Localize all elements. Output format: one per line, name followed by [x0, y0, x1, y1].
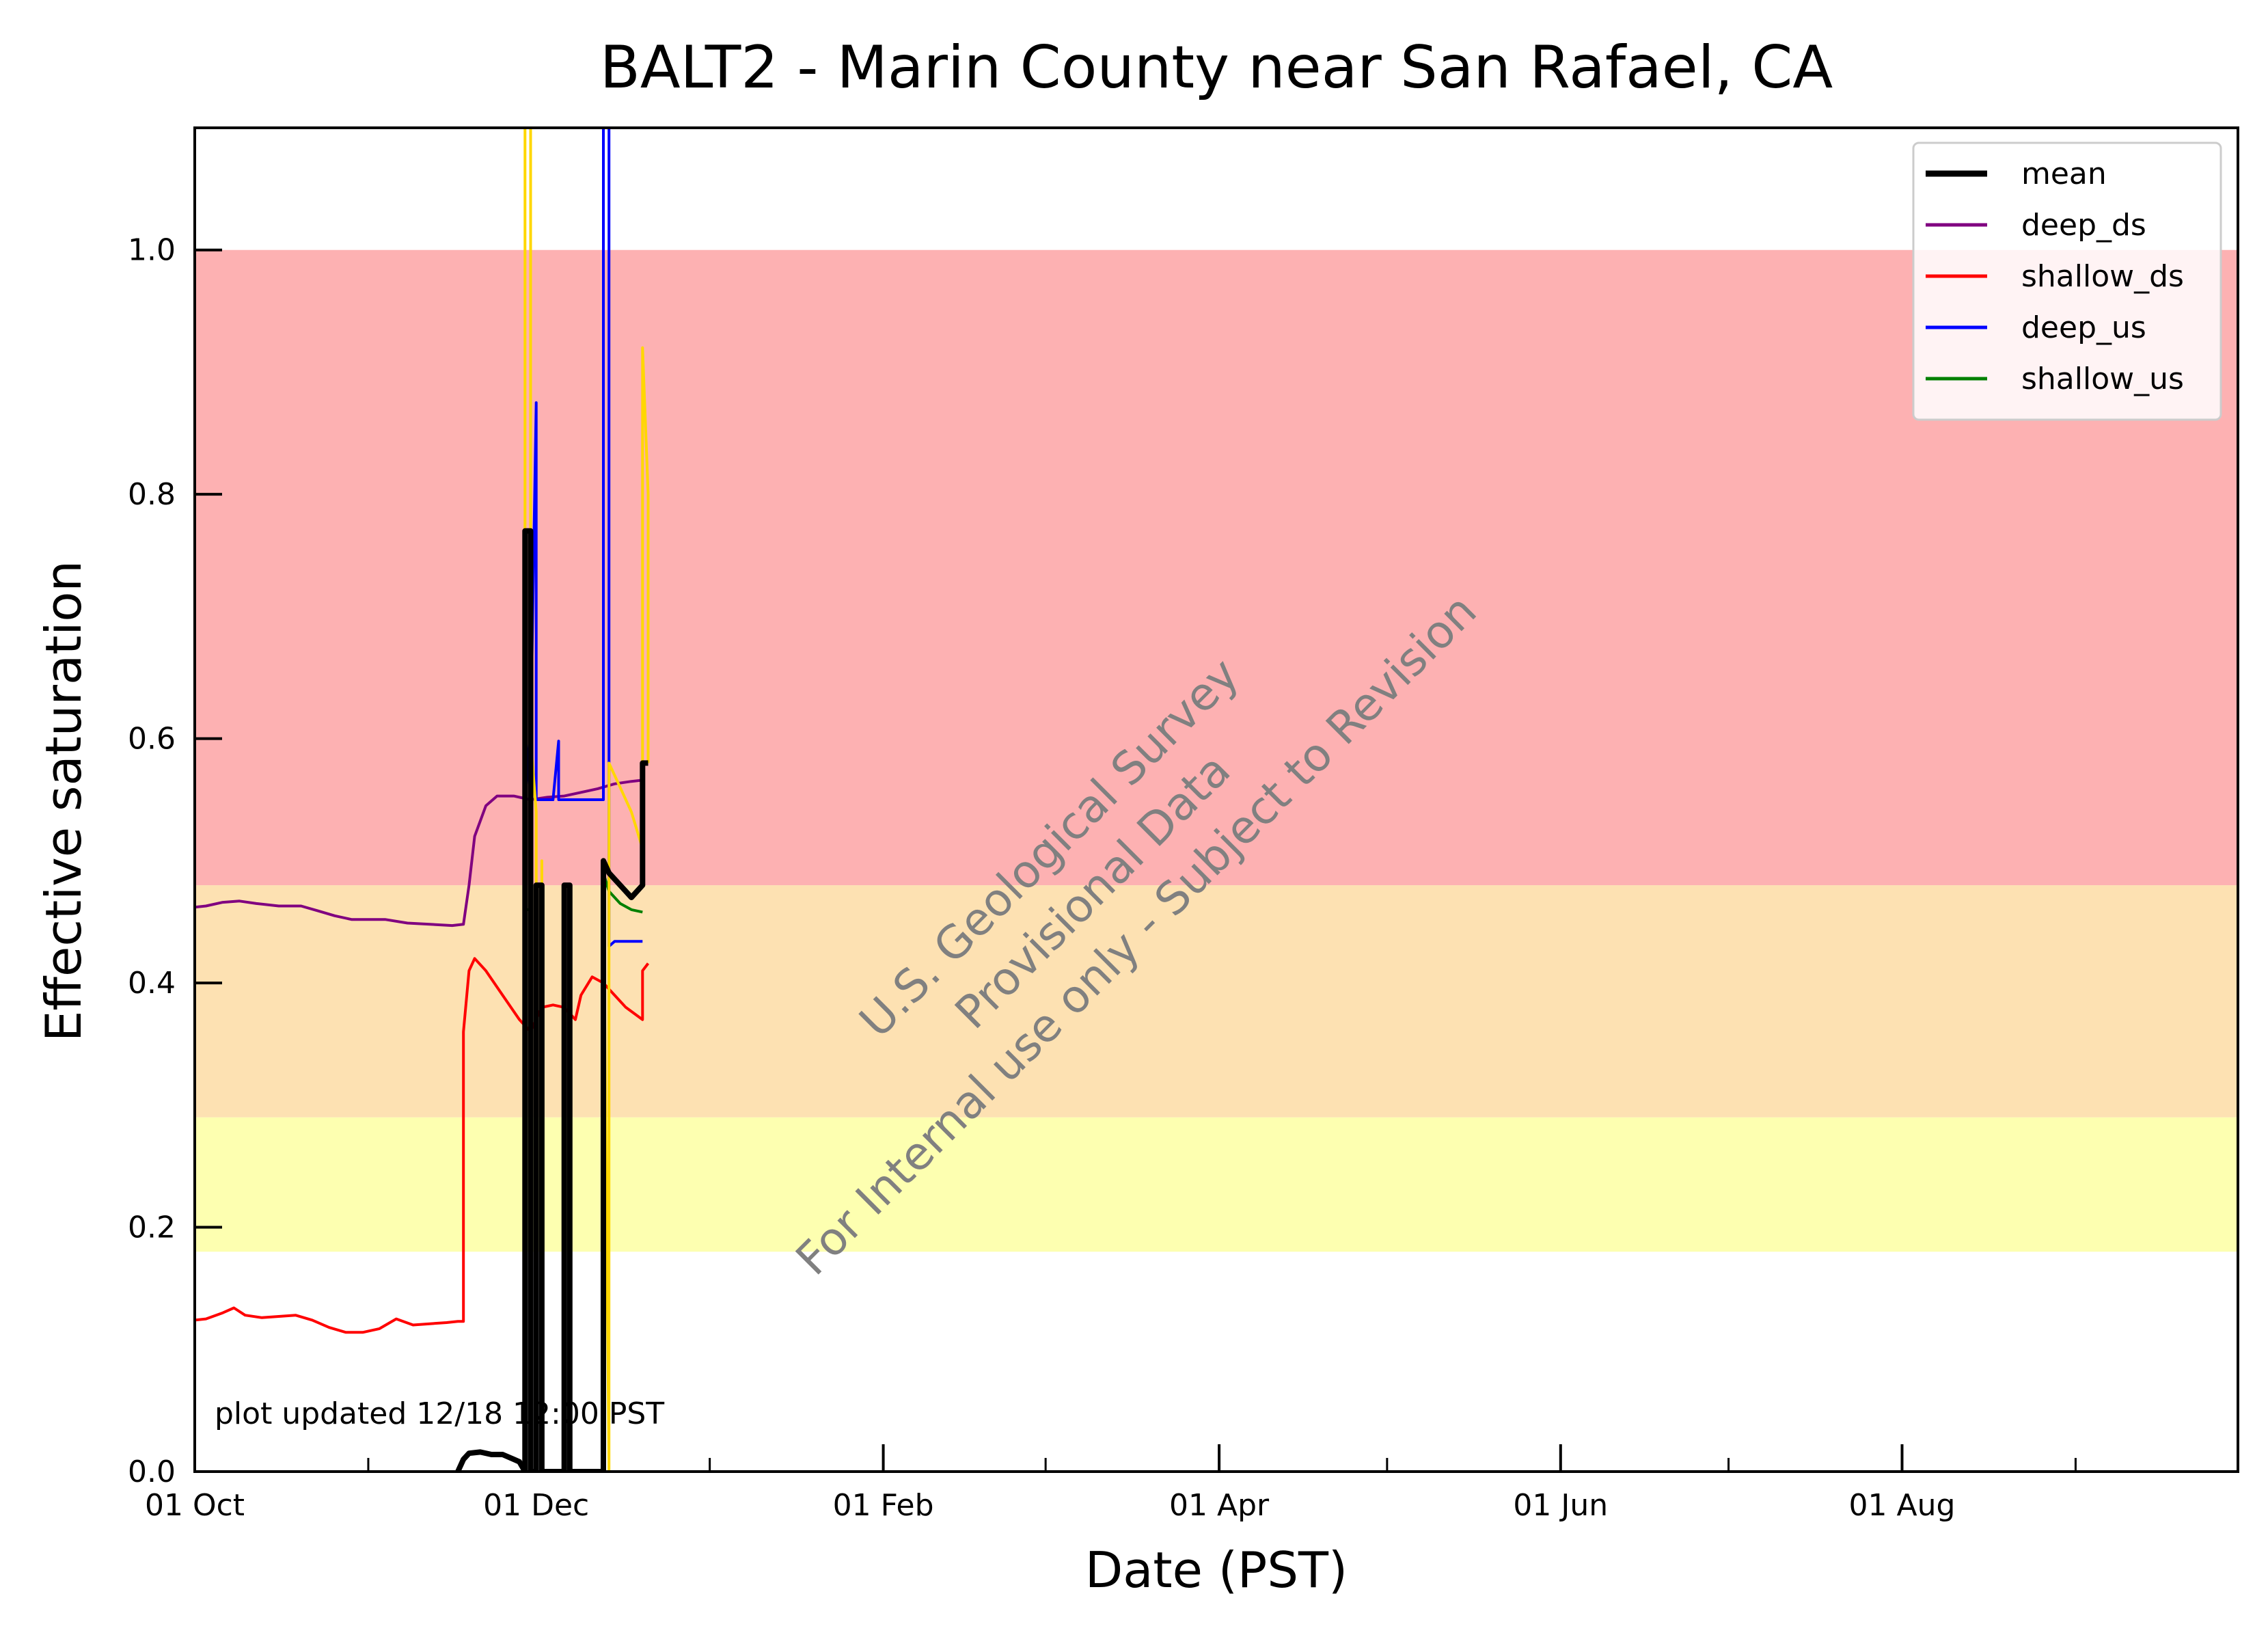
x-tick-label: 01 Feb: [833, 1488, 934, 1523]
y-axis-label: Effective saturation: [35, 560, 92, 1042]
band-1: [195, 885, 2238, 1118]
axis-ticks: 01 Oct 01 Dec 01 Feb 01 Apr 01 Jun 01 Aug 0.0 0…: [128, 233, 2077, 1523]
legend-label-deep_us: deep_us: [2021, 310, 2146, 345]
plot-frame: [193, 126, 2239, 1473]
x-tick-label: 01 Apr: [1169, 1488, 1270, 1523]
x-tick-label: 01 Oct: [145, 1488, 245, 1523]
y-tick-label: 0.8: [128, 477, 176, 512]
legend: mean deep_ds shallow_ds deep_us shallow_us: [1912, 141, 2222, 421]
series-line-deep_ds: [195, 779, 643, 928]
legend-label-mean: mean: [2021, 157, 2107, 191]
x-tick-label: 01 Jun: [1513, 1488, 1608, 1523]
legend-box: [1912, 141, 2222, 421]
x-axis-label: Date (PST): [1085, 1541, 1348, 1599]
y-tick-label: 0.6: [128, 722, 176, 757]
x-tick-label: 01 Dec: [483, 1488, 589, 1523]
y-tick-label: 0.2: [128, 1210, 176, 1245]
y-tick-label: 0.0: [128, 1455, 176, 1489]
series-line-shallow_ds: [195, 957, 650, 1334]
y-tick-label: 0.4: [128, 966, 176, 1001]
legend-label-deep_ds: deep_ds: [2021, 208, 2146, 243]
chart-title: BALT2 - Marin County near San Rafael, CA: [600, 33, 1833, 102]
band-0: [195, 1117, 2238, 1252]
legend-label-shallow_us: shallow_us: [2021, 362, 2184, 396]
x-tick-label: 01 Aug: [1849, 1488, 1956, 1523]
plot-updated-note: plot updated 12/18 12:00 PST: [215, 1396, 664, 1431]
series-line-mean: [455, 528, 648, 1472]
y-tick-label: 1.0: [128, 233, 176, 268]
series-layer: [195, 128, 650, 1472]
legend-label-shallow_ds: shallow_ds: [2021, 259, 2184, 294]
